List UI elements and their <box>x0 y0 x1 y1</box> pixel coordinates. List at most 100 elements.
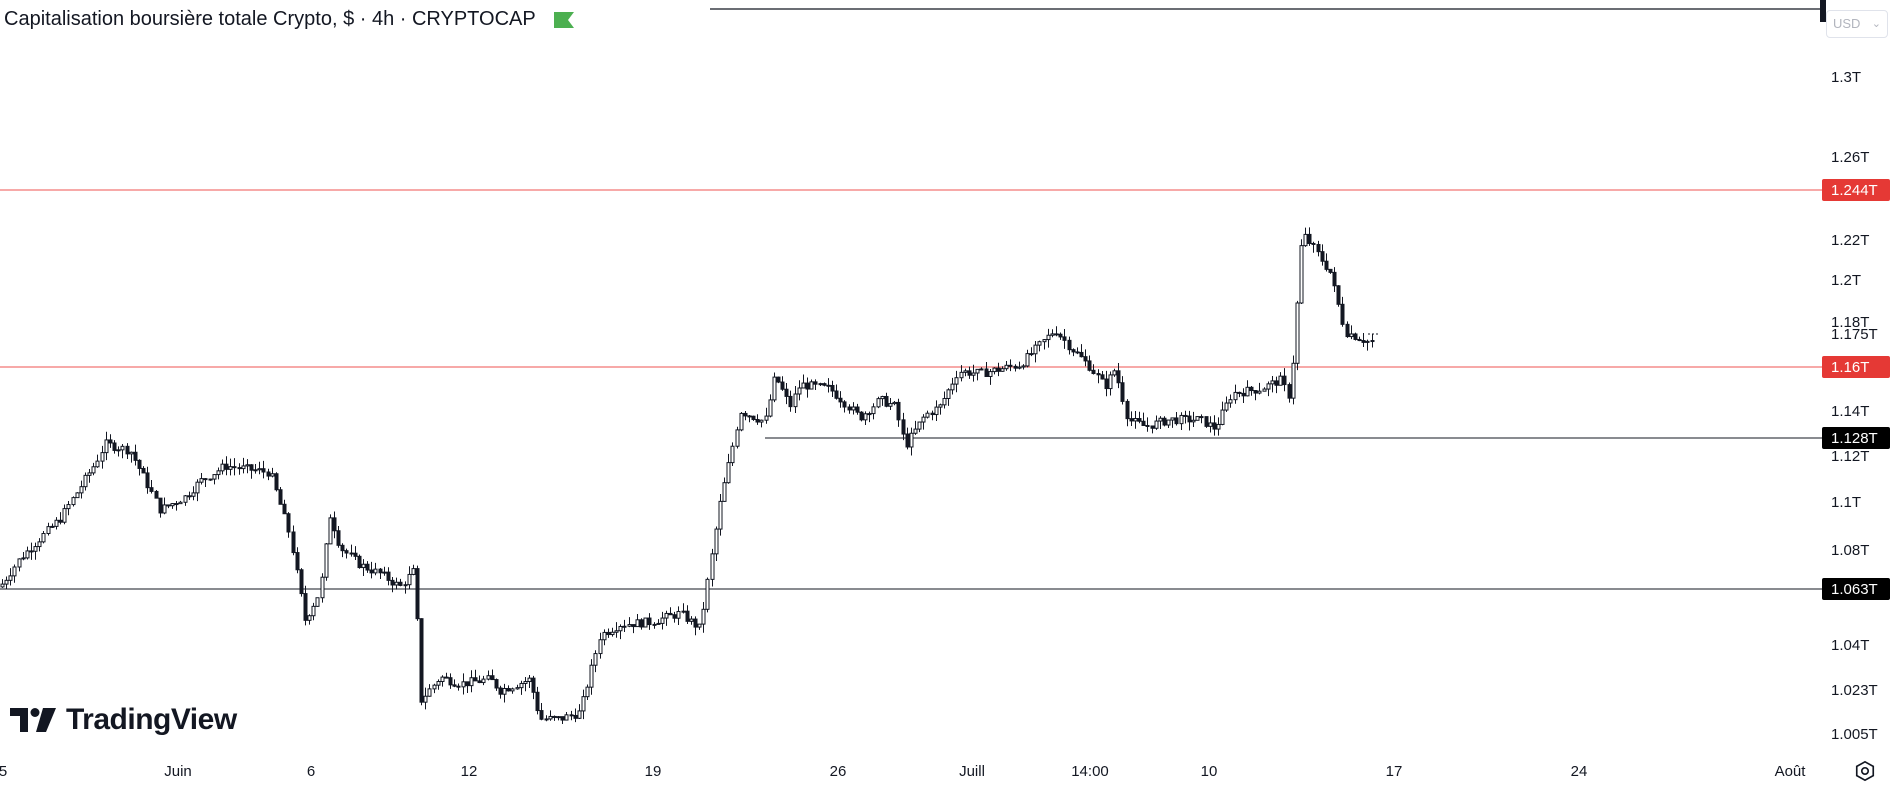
candle-up <box>1158 417 1163 422</box>
candle-up <box>440 676 445 683</box>
candle-down <box>1187 415 1192 423</box>
candle-up <box>33 546 38 552</box>
currency-select[interactable]: USD ⌄ <box>1826 10 1888 38</box>
price-tag-1.244T[interactable] <box>1822 179 1890 201</box>
candle-down <box>112 442 117 451</box>
y-tick-label: 1.005T <box>1831 726 1878 743</box>
candle-up <box>54 519 59 527</box>
candle-up <box>328 517 333 545</box>
candle-up <box>1154 420 1159 429</box>
candle-down <box>539 710 544 720</box>
candle-down <box>743 412 748 417</box>
candle-down <box>266 471 271 477</box>
candle-down <box>145 472 150 489</box>
candle-up <box>992 367 997 373</box>
candle-up <box>324 543 329 578</box>
candle-up <box>1000 368 1005 372</box>
candle-down <box>141 467 146 474</box>
candle-down <box>1328 268 1333 273</box>
candle-down <box>901 419 906 435</box>
y-tick-label: 1.14T <box>1831 403 1869 420</box>
candle-up <box>12 566 17 577</box>
candle-down <box>187 495 192 498</box>
candle-up <box>50 525 55 528</box>
candle-up <box>1191 419 1196 423</box>
x-tick-label: 10 <box>1201 763 1218 780</box>
y-tick-label: 1.26T <box>1831 149 1869 166</box>
candles-group <box>0 227 1375 725</box>
candle-up <box>1270 380 1275 385</box>
candle-down <box>1320 251 1325 262</box>
candle-up <box>41 532 46 543</box>
candle-down <box>1199 416 1204 419</box>
candle-down <box>569 714 574 717</box>
price-tag-text: 1.16T <box>1831 359 1869 376</box>
price-tag-1.128T[interactable] <box>1822 427 1890 449</box>
candle-down <box>286 513 291 533</box>
candle-up <box>1033 344 1038 355</box>
candle-up <box>954 377 959 385</box>
candle-up <box>909 432 914 448</box>
candle-down <box>535 691 540 712</box>
candle-up <box>481 678 486 684</box>
candle-up <box>1224 402 1229 411</box>
candle-up <box>361 563 366 569</box>
candle-down <box>967 370 972 376</box>
candle-up <box>556 716 561 719</box>
price-tag-1.16T[interactable] <box>1822 356 1890 378</box>
candle-down <box>1345 323 1350 338</box>
candle-down <box>905 433 910 448</box>
candle-up <box>1220 409 1225 425</box>
candle-down <box>133 451 138 461</box>
candle-up <box>423 695 428 703</box>
chevron-down-icon: ⌄ <box>1871 18 1881 30</box>
price-tag-text: 1.244T <box>1831 182 1878 199</box>
candle-up <box>942 397 947 406</box>
candle-up <box>527 677 532 683</box>
candle-down <box>1204 416 1209 427</box>
candle-up <box>959 371 964 379</box>
candle-up <box>1179 414 1184 425</box>
candle-down <box>1137 418 1142 422</box>
logo-text: TradingView <box>66 703 237 736</box>
candle-up <box>950 383 955 391</box>
x-tick-label: 19 <box>645 763 662 780</box>
candle-down <box>1058 333 1063 338</box>
flag-icon[interactable] <box>553 11 574 28</box>
candle-up <box>689 618 694 622</box>
x-tick-label: 17 <box>1386 763 1403 780</box>
candle-up <box>461 681 466 688</box>
candle-up <box>270 473 275 477</box>
candle-up <box>394 581 399 586</box>
settings-icon[interactable] <box>1854 760 1876 782</box>
candle-down <box>282 503 287 515</box>
candle-down <box>506 687 511 692</box>
candle-down <box>1287 384 1292 399</box>
candle-down <box>1013 365 1018 369</box>
candle-up <box>1025 353 1030 367</box>
price-tag-text: 1.128T <box>1831 430 1878 447</box>
candle-down <box>125 445 130 455</box>
x-tick-label: 6 <box>307 763 315 780</box>
y-tick-label: 1.2T <box>1831 272 1861 289</box>
candle-up <box>212 474 217 480</box>
price-tag-1.063T[interactable] <box>1822 578 1890 600</box>
tradingview-logo: TradingView <box>10 703 237 737</box>
x-tick-label: 5 <box>0 763 7 780</box>
candle-up <box>519 682 524 689</box>
candle-down <box>1237 391 1242 394</box>
candle-up <box>407 573 412 586</box>
candle-up <box>602 631 607 641</box>
candle-up <box>768 399 773 417</box>
candle-up <box>618 625 623 632</box>
candle-up <box>1166 419 1171 426</box>
x-tick-label: 14:00 <box>1071 763 1109 780</box>
candle-up <box>37 541 42 548</box>
candle-up <box>1365 340 1370 343</box>
candle-up <box>220 463 225 472</box>
candle-up <box>722 482 727 502</box>
candle-down <box>1091 369 1096 375</box>
candle-down <box>573 714 578 719</box>
candle-down <box>859 411 864 421</box>
